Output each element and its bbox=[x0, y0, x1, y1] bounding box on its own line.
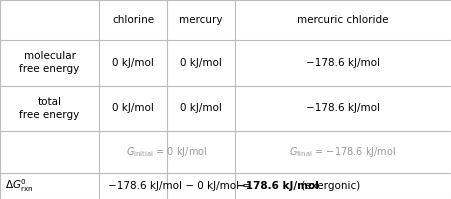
Text: 0 kJ/mol: 0 kJ/mol bbox=[112, 103, 154, 113]
Text: mercury: mercury bbox=[179, 15, 222, 25]
Text: −178.6 kJ/mol: −178.6 kJ/mol bbox=[306, 103, 380, 113]
Text: $G_{\mathrm{initial}}$ = 0 kJ/mol: $G_{\mathrm{initial}}$ = 0 kJ/mol bbox=[126, 145, 207, 159]
Text: −178.6 kJ/mol: −178.6 kJ/mol bbox=[306, 58, 380, 68]
Text: 0 kJ/mol: 0 kJ/mol bbox=[180, 58, 221, 68]
Text: chlorine: chlorine bbox=[112, 15, 154, 25]
Text: $G_{\mathrm{final}}$ = −178.6 kJ/mol: $G_{\mathrm{final}}$ = −178.6 kJ/mol bbox=[289, 145, 396, 159]
Text: 0 kJ/mol: 0 kJ/mol bbox=[112, 58, 154, 68]
Text: mercuric chloride: mercuric chloride bbox=[297, 15, 388, 25]
Text: total
free energy: total free energy bbox=[19, 97, 80, 120]
Text: (exergonic): (exergonic) bbox=[298, 181, 360, 191]
Text: −178.6 kJ/mol: −178.6 kJ/mol bbox=[237, 181, 319, 191]
Text: 0 kJ/mol: 0 kJ/mol bbox=[180, 103, 221, 113]
Text: molecular
free energy: molecular free energy bbox=[19, 52, 80, 74]
Text: $\Delta G^0_{\mathrm{rxn}}$: $\Delta G^0_{\mathrm{rxn}}$ bbox=[5, 178, 33, 194]
Text: −178.6 kJ/mol − 0 kJ/mol =: −178.6 kJ/mol − 0 kJ/mol = bbox=[108, 181, 255, 191]
